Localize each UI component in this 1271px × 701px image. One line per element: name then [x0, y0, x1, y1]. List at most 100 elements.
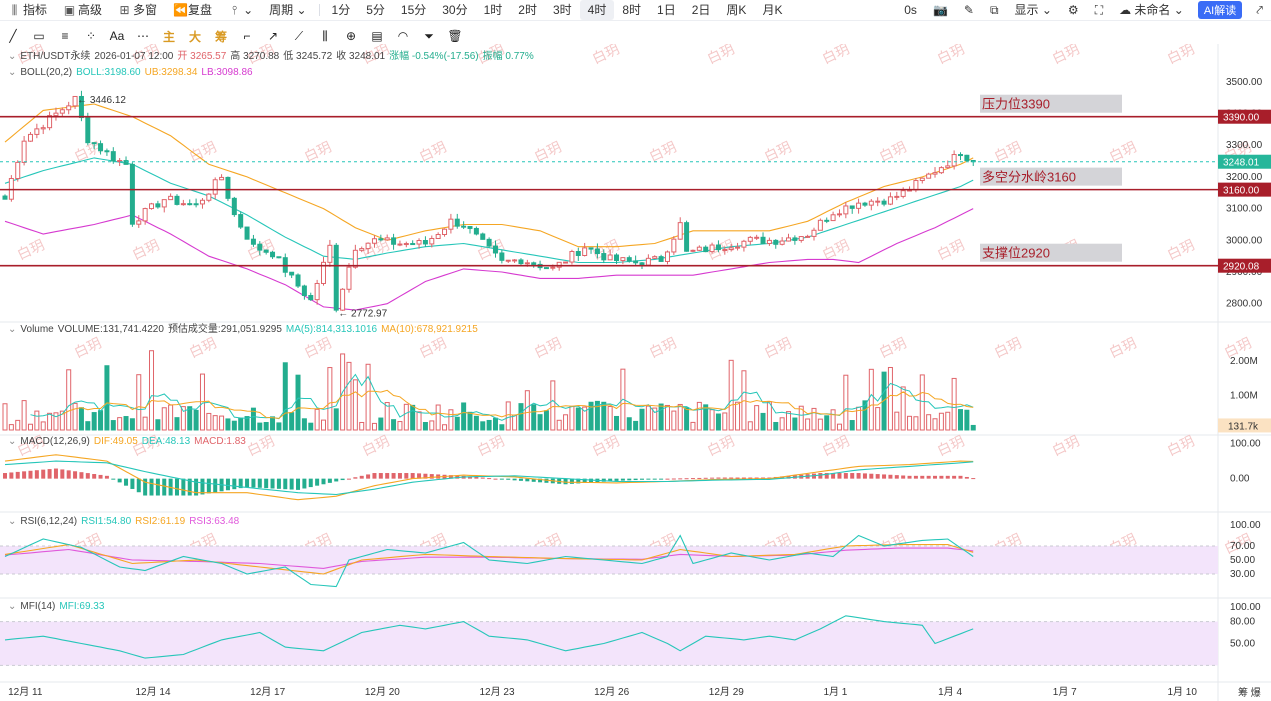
candle-body: [238, 214, 244, 228]
drawing-tool-0[interactable]: ╱: [9, 29, 17, 43]
toolbar-item-1[interactable]: ▣ 高级: [55, 0, 110, 20]
toolbar-item-label: 周期 ⌄: [269, 3, 307, 17]
chip-1[interactable]: 大: [188, 29, 201, 44]
candle-body: [384, 237, 390, 241]
mfi-line: [4, 615, 974, 659]
candle-body: [894, 195, 900, 198]
period-tab[interactable]: 3时: [552, 3, 572, 17]
drawing-tool-r0[interactable]: ⌐: [243, 29, 251, 43]
volume-bar: [193, 409, 199, 431]
volume-bar: [282, 362, 288, 431]
macd-histogram-bar: [933, 475, 938, 479]
period-tab[interactable]: 1日: [657, 3, 676, 17]
volume-bar: [187, 406, 193, 431]
volume-legend-part: 预估成交量:291,051.9295: [168, 322, 282, 335]
candle-body: [378, 238, 384, 241]
multi-window-icon: ⊞: [119, 3, 130, 17]
macd-histogram-bar: [690, 478, 695, 480]
popout-icon[interactable]: ⧉: [989, 3, 999, 17]
drawing-tool-4[interactable]: Aa: [109, 29, 125, 43]
price-tick-label: 3100.00: [1226, 204, 1263, 215]
chip-0[interactable]: 主: [162, 29, 175, 44]
period-tab[interactable]: 月K: [762, 3, 783, 17]
period-tab[interactable]: 8时: [622, 3, 642, 17]
period-tab[interactable]: 4时: [579, 0, 615, 20]
volume-bar: [15, 419, 21, 431]
macd-histogram-bar: [831, 473, 836, 479]
drawing-tool-r3[interactable]: ⫼: [322, 28, 328, 43]
period-tab[interactable]: 15分: [400, 3, 427, 17]
volume-bar: [117, 417, 123, 431]
period-tab[interactable]: 2日: [691, 3, 711, 17]
candle-body: [212, 179, 218, 195]
drawing-tool-2[interactable]: ≡: [61, 29, 69, 43]
period-tab[interactable]: 周K: [726, 3, 747, 17]
toolbar-item-2[interactable]: ⊞ 多窗: [110, 0, 165, 20]
drawing-tool-r2[interactable]: ⟋: [294, 28, 304, 43]
candle-body: [371, 238, 377, 244]
macd-histogram-bar: [652, 478, 657, 480]
indicator-icon: ⫼: [11, 3, 18, 17]
volume-tick-label: 1.00M: [1230, 390, 1258, 401]
volume-bar: [900, 386, 906, 431]
period-tab[interactable]: 2时: [518, 3, 537, 17]
volume-bar: [607, 406, 613, 431]
macd-histogram-bar: [939, 475, 944, 479]
volume-bar: [875, 407, 881, 431]
volume-bar: [715, 413, 721, 431]
candle-body: [512, 259, 518, 262]
fullscreen-icon[interactable]: ⛶: [1094, 3, 1104, 17]
toolbar-item-4[interactable]: ⫯ ⌄: [220, 0, 261, 20]
volume-bar: [588, 401, 594, 431]
volume-bar: [270, 416, 276, 431]
share-icon[interactable]: ⤤: [1256, 3, 1263, 17]
candle-body: [276, 256, 282, 259]
macd-histogram-bar: [964, 476, 969, 479]
drawing-tool-1[interactable]: ▭: [33, 29, 45, 43]
ai-button[interactable]: AI解读: [1197, 1, 1243, 19]
drawing-tool-r8[interactable]: 🗑: [447, 29, 463, 43]
volume-bar: [601, 401, 607, 431]
volume-bar: [556, 419, 562, 431]
boll-legend-part: BOLL:3198.60: [76, 67, 141, 78]
candle-body: [21, 140, 27, 163]
toolbar-item-5[interactable]: 周期 ⌄: [261, 0, 314, 20]
volume-bar: [958, 409, 963, 431]
candle-body: [868, 200, 874, 206]
volume-bar: [333, 408, 339, 431]
layout-name-button[interactable]: ☁ 未命名 ⌄: [1119, 3, 1184, 17]
x-axis-label: 12月 29: [709, 686, 744, 698]
watermark: 白玥: [762, 138, 794, 164]
volume-bar: [346, 361, 352, 431]
drawing-tool-r5[interactable]: ▤: [371, 29, 383, 43]
volume-bar: [91, 412, 97, 431]
period-tab[interactable]: 1时: [483, 3, 503, 17]
rsi-legend-part: RSI3:63.48: [189, 516, 239, 527]
volume-bar: [684, 407, 690, 431]
gear-icon[interactable]: ⚙: [1067, 3, 1079, 17]
period-tab[interactable]: 30分: [442, 3, 468, 17]
period-tab[interactable]: 1分: [331, 3, 351, 17]
drawing-tool-r7[interactable]: ⏷: [424, 28, 434, 43]
display-button[interactable]: 显示 ⌄: [1014, 3, 1052, 17]
candle-body: [295, 274, 301, 287]
drawing-tool-5[interactable]: ⋯: [137, 29, 149, 43]
hline-note-box: [980, 167, 1122, 186]
drawing-tool-r6[interactable]: ◠: [397, 29, 409, 43]
period-tab[interactable]: 5分: [366, 3, 385, 17]
candle-body: [671, 238, 677, 253]
chip-2[interactable]: 筹: [214, 29, 227, 44]
toolbar-item-3[interactable]: ⏪复盘: [165, 0, 220, 20]
pen-icon[interactable]: ✎: [963, 3, 974, 17]
x-axis-label: 12月 11: [8, 686, 43, 698]
price-tick-label: 3000.00: [1226, 235, 1263, 246]
macd-histogram-bar: [283, 478, 288, 490]
camera-icon[interactable]: 📷: [932, 3, 948, 17]
drawing-tool-3[interactable]: ⁘: [85, 29, 97, 43]
drawing-tool-r1[interactable]: ↗: [267, 29, 279, 43]
watermark: 白玥: [590, 44, 622, 67]
candle-body: [486, 238, 492, 247]
toolbar-item-0[interactable]: ⫼ 指标: [0, 0, 55, 20]
drawing-tool-r4[interactable]: ⊕: [345, 29, 357, 43]
